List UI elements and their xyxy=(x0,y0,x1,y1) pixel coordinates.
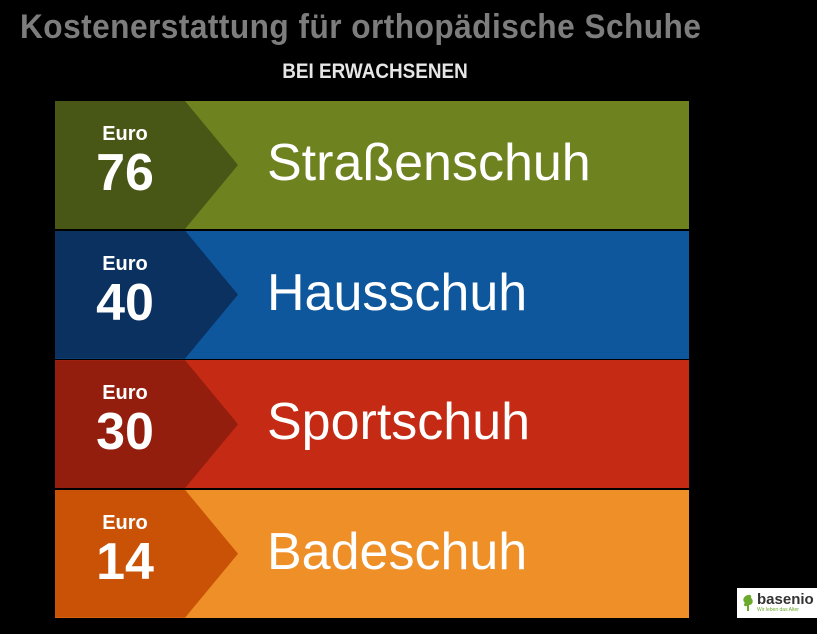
reimbursement-panel: Euro 76 Straßenschuh Euro 40 Hausschuh E… xyxy=(55,101,689,619)
logo-tagline: Wir leben das Alter xyxy=(757,607,799,613)
shoe-type-label: Straßenschuh xyxy=(267,134,591,192)
amount-value: 14 xyxy=(96,532,154,591)
shoe-type-label: Badeschuh xyxy=(267,522,528,581)
infographic-title: Kostenerstattung für orthopädische Schuh… xyxy=(20,8,702,46)
row-sportschuh: Euro 30 Sportschuh xyxy=(55,360,689,489)
row-hausschuh: Euro 40 Hausschuh xyxy=(55,230,689,359)
row-strassenschuh: Euro 76 Straßenschuh xyxy=(55,101,689,229)
shoe-type-label: Hausschuh xyxy=(267,263,528,322)
amount-value: 76 xyxy=(96,144,154,202)
amount-value: 30 xyxy=(96,403,154,462)
amount-value: 40 xyxy=(96,273,154,332)
row-badeschuh: Euro 14 Badeschuh xyxy=(55,489,689,618)
currency-label: Euro xyxy=(102,511,148,534)
logo-name: basenio xyxy=(757,591,814,608)
shoe-type-label: Sportschuh xyxy=(267,393,531,452)
currency-label: Euro xyxy=(102,252,148,275)
infographic-subtitle: BEI ERWACHSENEN xyxy=(282,60,468,83)
basenio-logo: basenio Wir leben das Alter xyxy=(737,588,817,618)
currency-label: Euro xyxy=(102,123,148,145)
currency-label: Euro xyxy=(102,382,148,405)
tree-leaf-icon xyxy=(743,594,753,611)
